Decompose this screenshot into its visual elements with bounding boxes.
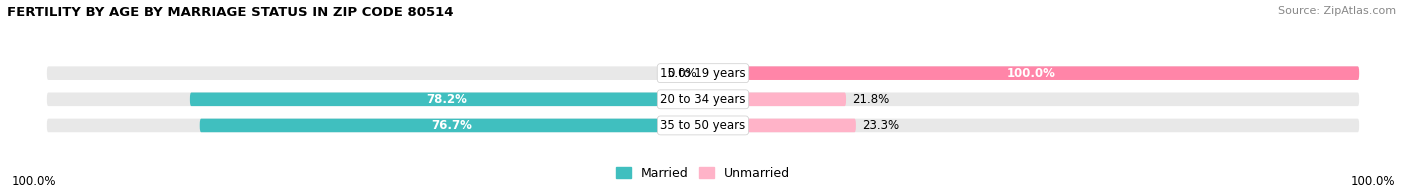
FancyBboxPatch shape bbox=[703, 119, 856, 132]
Text: 35 to 50 years: 35 to 50 years bbox=[661, 119, 745, 132]
Text: 0.0%: 0.0% bbox=[666, 67, 696, 80]
Text: Source: ZipAtlas.com: Source: ZipAtlas.com bbox=[1278, 6, 1396, 16]
Text: 78.2%: 78.2% bbox=[426, 93, 467, 106]
Text: 20 to 34 years: 20 to 34 years bbox=[661, 93, 745, 106]
Text: 100.0%: 100.0% bbox=[1350, 175, 1395, 188]
FancyBboxPatch shape bbox=[46, 66, 1360, 80]
Text: 76.7%: 76.7% bbox=[430, 119, 472, 132]
FancyBboxPatch shape bbox=[46, 93, 1360, 106]
Text: 100.0%: 100.0% bbox=[1007, 67, 1056, 80]
FancyBboxPatch shape bbox=[190, 93, 703, 106]
Text: 15 to 19 years: 15 to 19 years bbox=[661, 67, 745, 80]
FancyBboxPatch shape bbox=[703, 93, 846, 106]
FancyBboxPatch shape bbox=[46, 119, 1360, 132]
Text: 23.3%: 23.3% bbox=[862, 119, 900, 132]
FancyBboxPatch shape bbox=[703, 66, 1360, 80]
Legend: Married, Unmarried: Married, Unmarried bbox=[616, 167, 790, 180]
Text: FERTILITY BY AGE BY MARRIAGE STATUS IN ZIP CODE 80514: FERTILITY BY AGE BY MARRIAGE STATUS IN Z… bbox=[7, 6, 454, 19]
FancyBboxPatch shape bbox=[200, 119, 703, 132]
Text: 21.8%: 21.8% bbox=[852, 93, 890, 106]
Text: 100.0%: 100.0% bbox=[11, 175, 56, 188]
